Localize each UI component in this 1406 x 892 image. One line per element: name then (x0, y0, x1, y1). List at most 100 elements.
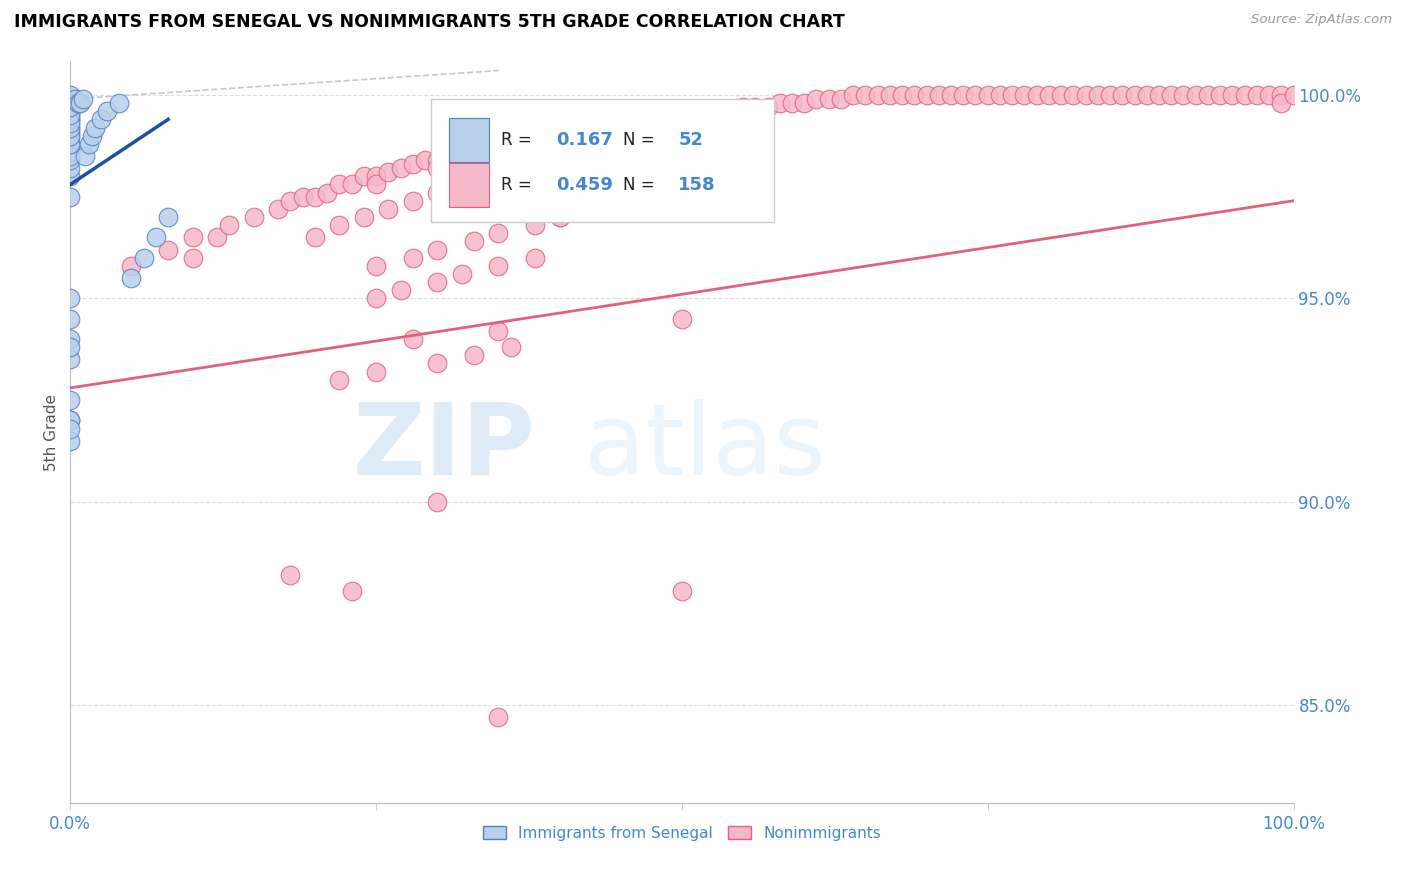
Point (1111, 87, 1133, 102)
Point (866, 87, 889, 102)
Y-axis label: 5th Grade: 5th Grade (44, 394, 59, 471)
Point (488, 136, 510, 151)
Point (304, 189, 326, 203)
Point (59, 120, 82, 135)
Point (90, 112, 112, 127)
Point (830, 92, 852, 106)
Point (439, 149, 461, 163)
Text: Source: ZipAtlas.com: Source: ZipAtlas.com (1251, 13, 1392, 27)
Point (63, 92, 86, 106)
Point (450, 149, 472, 163)
Point (353, 169, 375, 184)
Point (59, 153, 82, 167)
Point (939, 87, 962, 102)
Point (720, 104, 742, 119)
Point (536, 128, 558, 143)
Point (1209, 87, 1232, 102)
Point (72, 92, 94, 106)
Point (671, 169, 693, 184)
Point (205, 230, 228, 244)
FancyBboxPatch shape (432, 99, 773, 221)
Point (59, 116, 82, 130)
Point (952, 87, 974, 102)
Point (769, 96, 792, 111)
Point (328, 178, 350, 192)
Point (73, 149, 96, 163)
Point (1197, 87, 1219, 102)
Point (499, 161, 522, 176)
Point (855, 87, 877, 102)
Point (59, 116, 82, 130)
Point (463, 235, 485, 249)
Point (426, 243, 449, 257)
Point (328, 373, 350, 387)
Point (291, 189, 314, 203)
Point (1099, 87, 1122, 102)
Point (426, 495, 449, 509)
Point (524, 153, 547, 167)
Point (780, 96, 803, 111)
Point (121, 259, 143, 273)
Point (1025, 87, 1047, 102)
Text: 158: 158 (678, 176, 716, 194)
Point (59, 87, 82, 102)
Point (1282, 87, 1305, 102)
Point (59, 136, 82, 151)
Point (1233, 87, 1256, 102)
Point (59, 145, 82, 159)
Point (610, 116, 633, 130)
Point (450, 178, 472, 192)
Point (488, 227, 510, 241)
Point (59, 100, 82, 114)
Point (316, 186, 339, 200)
Point (402, 251, 425, 265)
Point (267, 202, 290, 216)
Point (77, 136, 100, 151)
Point (1270, 87, 1292, 102)
Point (548, 128, 571, 143)
Text: IMMIGRANTS FROM SENEGAL VS NONIMMIGRANTS 5TH GRADE CORRELATION CHART: IMMIGRANTS FROM SENEGAL VS NONIMMIGRANTS… (14, 13, 845, 31)
Point (658, 112, 681, 127)
Point (59, 104, 82, 119)
Point (488, 324, 510, 338)
Point (59, 149, 82, 163)
Point (524, 251, 547, 265)
Point (59, 120, 82, 135)
Text: 0.459: 0.459 (555, 176, 613, 194)
Text: 52: 52 (678, 131, 703, 149)
Point (280, 194, 302, 208)
Point (280, 568, 302, 582)
Text: N =: N = (623, 131, 655, 149)
Point (1184, 87, 1206, 102)
Point (59, 393, 82, 408)
Point (59, 128, 82, 143)
Point (304, 230, 326, 244)
Point (1136, 87, 1159, 102)
Point (1087, 87, 1109, 102)
Point (366, 178, 388, 192)
Point (1001, 87, 1024, 102)
Point (59, 96, 82, 111)
Point (377, 202, 399, 216)
Point (59, 311, 82, 326)
Point (181, 230, 204, 244)
Point (66, 96, 89, 111)
Point (671, 108, 693, 122)
Point (671, 584, 693, 599)
Point (132, 251, 155, 265)
Point (488, 259, 510, 273)
Point (572, 125, 595, 139)
Point (561, 125, 583, 139)
Point (1062, 87, 1084, 102)
Point (59, 434, 82, 448)
Point (218, 218, 240, 232)
Point (426, 186, 449, 200)
Text: atlas: atlas (583, 399, 825, 496)
Point (366, 259, 388, 273)
Point (610, 189, 633, 203)
Point (756, 100, 779, 114)
Point (59, 108, 82, 122)
Point (1014, 87, 1036, 102)
Point (463, 145, 485, 159)
Point (671, 116, 693, 130)
